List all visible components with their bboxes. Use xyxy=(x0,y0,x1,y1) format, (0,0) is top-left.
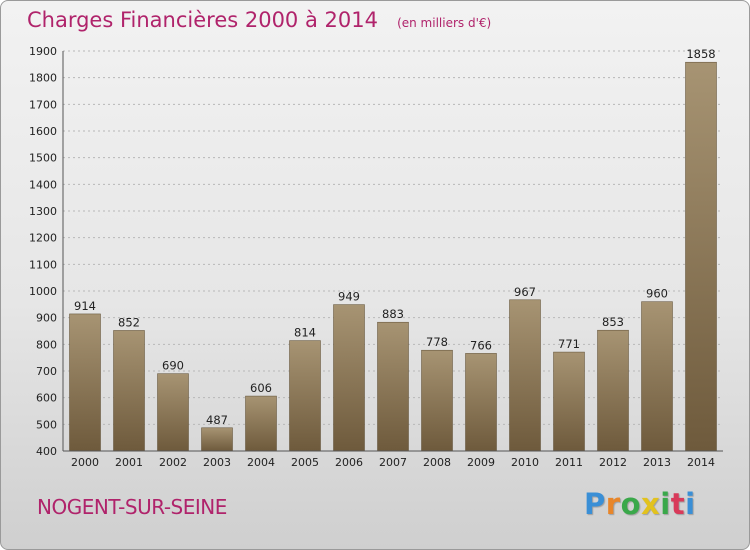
y-tick-label: 1300 xyxy=(29,205,57,218)
chart-title: Charges Financières 2000 à 2014 xyxy=(27,8,378,32)
bar xyxy=(289,340,321,452)
x-tick-label: 2013 xyxy=(643,456,671,469)
x-tick-label: 2011 xyxy=(555,456,583,469)
x-tick-label: 2002 xyxy=(159,456,187,469)
bar-value-label: 960 xyxy=(646,287,668,301)
bar xyxy=(509,299,541,452)
bar-value-label: 949 xyxy=(338,290,360,304)
y-tick-label: 1000 xyxy=(29,285,57,298)
bar xyxy=(201,427,233,452)
bar-value-label: 766 xyxy=(470,338,492,352)
bar xyxy=(113,330,145,452)
bar-value-label: 914 xyxy=(74,299,96,313)
x-tick-label: 2010 xyxy=(511,456,539,469)
bar xyxy=(641,301,673,452)
bar xyxy=(421,349,453,452)
y-tick-label: 500 xyxy=(36,418,57,431)
bar xyxy=(245,395,277,452)
y-tick-label: 1400 xyxy=(29,178,57,191)
bar xyxy=(597,329,629,452)
x-tick-label: 2012 xyxy=(599,456,627,469)
x-tick-label: 2007 xyxy=(379,456,407,469)
bar-value-label: 606 xyxy=(250,381,272,395)
logo-letter: P xyxy=(584,487,606,521)
bar-value-label: 487 xyxy=(206,413,228,427)
bar xyxy=(157,373,189,452)
logo-letter: r xyxy=(605,487,621,521)
bar xyxy=(465,353,497,452)
x-tick-label: 2005 xyxy=(291,456,319,469)
commune-name: NOGENT-SUR-SEINE xyxy=(37,495,227,519)
bar xyxy=(553,351,585,452)
x-tick-label: 2008 xyxy=(423,456,451,469)
bar xyxy=(69,313,101,452)
y-tick-label: 1200 xyxy=(29,232,57,245)
y-tick-label: 1800 xyxy=(29,72,57,85)
x-tick-label: 2000 xyxy=(71,456,99,469)
y-tick-label: 900 xyxy=(36,312,57,325)
bar-value-label: 1858 xyxy=(686,47,715,61)
logo-letter: t xyxy=(670,487,686,521)
y-tick-label: 1900 xyxy=(29,45,57,58)
y-tick-label: 1600 xyxy=(29,125,57,138)
y-tick-label: 1700 xyxy=(29,98,57,111)
proxiti-logo: Proxiti xyxy=(584,487,696,521)
bar-value-label: 778 xyxy=(426,335,448,349)
x-tick-label: 2009 xyxy=(467,456,495,469)
logo-letter: i xyxy=(660,487,671,521)
bar-value-label: 852 xyxy=(118,315,140,329)
bar xyxy=(685,61,717,452)
bar-value-label: 771 xyxy=(558,337,580,351)
logo-letter: o xyxy=(620,487,642,521)
chart-title-area: Charges Financières 2000 à 2014 (en mill… xyxy=(27,8,491,32)
y-tick-label: 800 xyxy=(36,338,57,351)
x-tick-label: 2003 xyxy=(203,456,231,469)
bar-value-label: 690 xyxy=(162,359,184,373)
y-tick-label: 1100 xyxy=(29,258,57,271)
chart-unit-label: (en milliers d'€) xyxy=(397,16,492,30)
bar-value-label: 967 xyxy=(514,285,536,299)
y-tick-label: 400 xyxy=(36,445,57,458)
bar xyxy=(333,304,365,452)
bar-value-label: 814 xyxy=(294,326,316,340)
x-tick-label: 2001 xyxy=(115,456,143,469)
logo-letter: i xyxy=(685,487,696,521)
y-tick-label: 1500 xyxy=(29,152,57,165)
bar-value-label: 883 xyxy=(382,307,404,321)
y-tick-label: 700 xyxy=(36,365,57,378)
y-tick-label: 600 xyxy=(36,392,57,405)
x-tick-label: 2006 xyxy=(335,456,363,469)
bar xyxy=(377,321,409,452)
bar-value-label: 853 xyxy=(602,315,624,329)
x-tick-label: 2004 xyxy=(247,456,275,469)
logo-letter: x xyxy=(641,487,661,521)
x-tick-label: 2014 xyxy=(687,456,715,469)
